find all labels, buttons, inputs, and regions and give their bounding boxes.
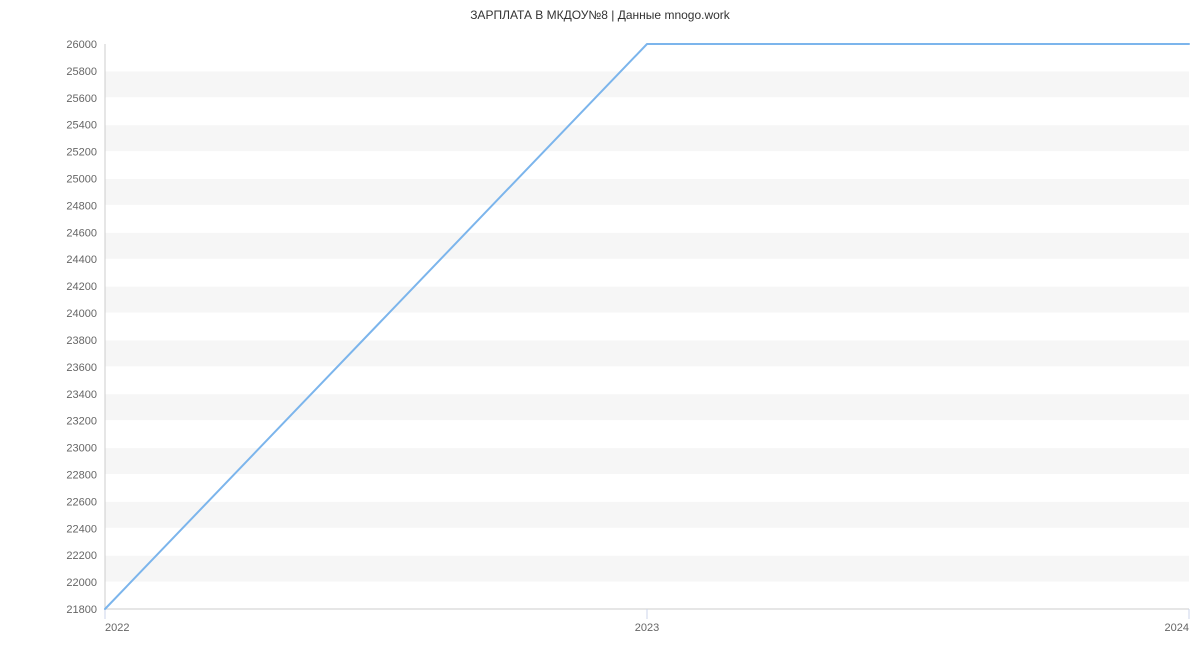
y-tick-label: 24200 xyxy=(66,281,97,293)
y-tick-label: 22800 xyxy=(66,469,97,481)
y-tick-label: 23800 xyxy=(66,335,97,347)
y-tick-label: 24400 xyxy=(66,254,97,266)
y-tick-label: 22600 xyxy=(66,496,97,508)
y-tick-label: 22400 xyxy=(66,523,97,535)
y-tick-label: 25400 xyxy=(66,120,97,132)
y-tick-label: 23000 xyxy=(66,443,97,455)
y-tick-label: 25800 xyxy=(66,66,97,78)
y-tick-label: 24800 xyxy=(66,200,97,212)
y-tick-label: 24600 xyxy=(66,227,97,239)
y-tick-label: 21800 xyxy=(66,604,97,616)
y-tick-label: 26000 xyxy=(66,39,97,51)
y-tick-label: 25600 xyxy=(66,93,97,105)
y-tick-label: 22000 xyxy=(66,577,97,589)
y-tick-label: 24000 xyxy=(66,308,97,320)
x-tick-label: 2024 xyxy=(1165,622,1189,634)
salary-chart: ЗАРПЛАТА В МКДОУ№8 | Данные mnogo.work 2… xyxy=(0,0,1200,650)
y-tick-label: 25000 xyxy=(66,174,97,186)
y-tick-label: 25200 xyxy=(66,147,97,159)
y-tick-label: 23400 xyxy=(66,389,97,401)
chart-svg: 21800 22000 22200 22400 22600 22800 23000 23200… xyxy=(0,0,1200,650)
x-tick-label: 2022 xyxy=(105,622,129,634)
x-tick-label: 2023 xyxy=(635,622,659,634)
y-tick-label: 23600 xyxy=(66,362,97,374)
chart-title: ЗАРПЛАТА В МКДОУ№8 | Данные mnogo.work xyxy=(0,8,1200,22)
y-tick-label: 22200 xyxy=(66,550,97,562)
y-tick-label: 23200 xyxy=(66,416,97,428)
